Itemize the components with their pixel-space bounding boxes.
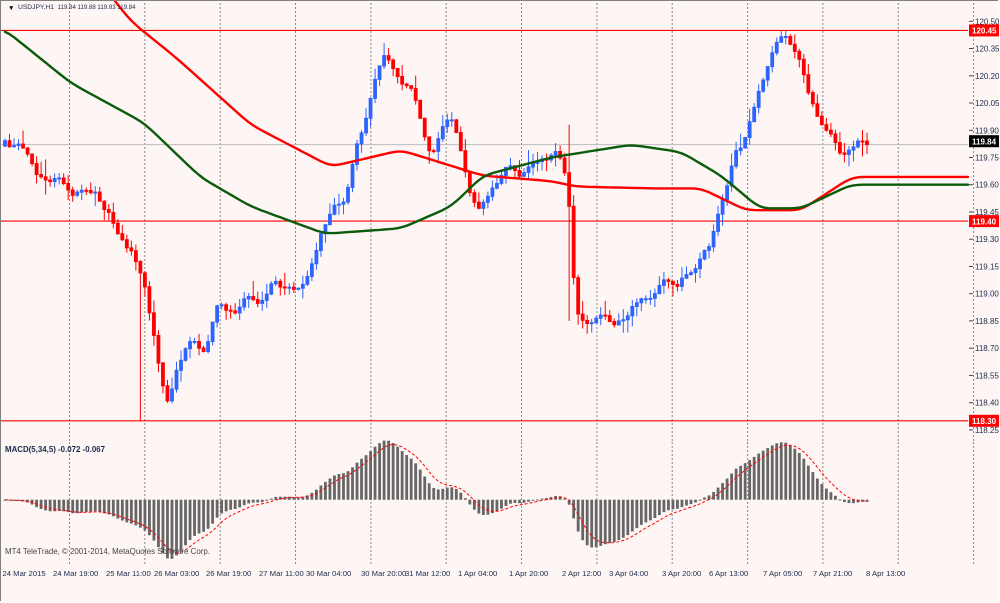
svg-text:119.75: 119.75 [975, 154, 999, 163]
svg-text:120.20: 120.20 [975, 72, 999, 81]
svg-text:7 Apr 21:00: 7 Apr 21:00 [813, 569, 852, 578]
svg-text:120.45: 120.45 [972, 27, 997, 36]
svg-text:118.55: 118.55 [975, 371, 999, 380]
svg-text:3 Apr 20:00: 3 Apr 20:00 [662, 569, 701, 578]
svg-text:119.15: 119.15 [975, 263, 999, 272]
svg-text:27 Mar 11:00: 27 Mar 11:00 [259, 569, 304, 578]
svg-text:24 Mar 2015: 24 Mar 2015 [3, 569, 46, 578]
svg-text:119.40: 119.40 [972, 217, 997, 226]
svg-text:118.85: 118.85 [975, 317, 999, 326]
svg-text:30 Mar 04:00: 30 Mar 04:00 [306, 569, 351, 578]
svg-text:7 Apr 05:00: 7 Apr 05:00 [763, 569, 802, 578]
svg-text:31 Mar 12:00: 31 Mar 12:00 [405, 569, 450, 578]
svg-text:118.70: 118.70 [975, 344, 999, 353]
svg-text:8 Apr 13:00: 8 Apr 13:00 [866, 569, 905, 578]
svg-text:120.05: 120.05 [975, 99, 999, 108]
svg-text:1 Apr 20:00: 1 Apr 20:00 [509, 569, 548, 578]
svg-text:26 Mar 03:00: 26 Mar 03:00 [154, 569, 199, 578]
svg-text:3 Apr 04:00: 3 Apr 04:00 [609, 569, 648, 578]
svg-text:6 Apr 13:00: 6 Apr 13:00 [709, 569, 748, 578]
svg-text:119.60: 119.60 [975, 181, 999, 190]
svg-text:119.00: 119.00 [975, 290, 999, 299]
svg-text:118.25: 118.25 [975, 426, 999, 435]
svg-text:24 Mar 19:00: 24 Mar 19:00 [53, 569, 98, 578]
svg-text:1 Apr 04:00: 1 Apr 04:00 [458, 569, 497, 578]
svg-text:119.90: 119.90 [975, 126, 999, 135]
svg-text:2 Apr 12:00: 2 Apr 12:00 [562, 569, 601, 578]
svg-text:118.30: 118.30 [972, 417, 997, 426]
svg-text:119.84: 119.84 [972, 137, 997, 146]
svg-text:26 Mar 19:00: 26 Mar 19:00 [206, 569, 251, 578]
svg-text:119.30: 119.30 [975, 235, 999, 244]
svg-text:118.40: 118.40 [975, 399, 999, 408]
svg-text:120.35: 120.35 [975, 45, 999, 54]
svg-text:25 Mar 11:00: 25 Mar 11:00 [106, 569, 151, 578]
svg-text:30 Mar 20:00: 30 Mar 20:00 [361, 569, 406, 578]
